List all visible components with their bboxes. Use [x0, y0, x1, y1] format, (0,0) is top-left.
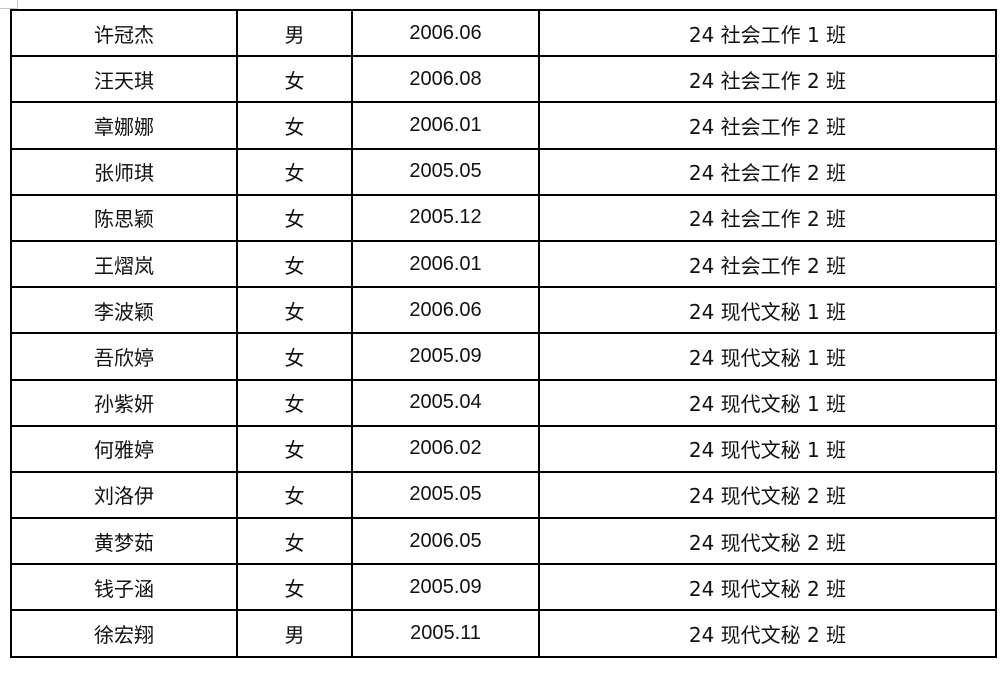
gender-cell: 女 [236, 193, 353, 242]
gender-cell: 女 [236, 470, 353, 520]
name-cell: 王熠岚 [10, 239, 238, 289]
class-cell: 24 社会工作 2 班 [538, 239, 997, 289]
class-cell: 24 现代文秘 1 班 [538, 378, 997, 427]
birth-date-cell: 2005.12 [351, 193, 540, 242]
name-cell: 汪天琪 [10, 55, 238, 104]
birth-date-cell: 2006.01 [351, 239, 540, 289]
table-row: 刘洛伊女 2005.05 24 现代文秘 2 班 [10, 470, 997, 520]
gender-cell: 女 [236, 147, 353, 196]
name-cell: 陈思颖 [10, 193, 238, 242]
birth-date-cell: 2005.05 [351, 147, 540, 196]
table-row: 孙紫妍女 2005.04 24 现代文秘 1 班 [10, 378, 997, 427]
birth-date-cell: 2005.09 [351, 563, 540, 612]
birth-date-cell: 2006.02 [351, 424, 540, 473]
class-cell: 24 现代文秘 2 班 [538, 470, 997, 520]
class-cell: 24 社会工作 2 班 [538, 147, 997, 196]
gender-cell: 女 [236, 286, 353, 335]
birth-date-cell: 2006.05 [351, 517, 540, 566]
page-margin-marker [0, 0, 18, 9]
gender-cell: 女 [236, 378, 353, 427]
table-row: 章娜娜女 2006.01 24 社会工作 2 班 [10, 101, 997, 150]
gender-cell: 女 [236, 424, 353, 473]
class-cell: 24 现代文秘 2 班 [538, 609, 997, 658]
birth-date-cell: 2005.04 [351, 378, 540, 427]
class-cell: 24 现代文秘 1 班 [538, 424, 997, 473]
name-cell: 吾欣婷 [10, 332, 238, 381]
class-cell: 24 现代文秘 1 班 [538, 332, 997, 381]
name-cell: 徐宏翔 [10, 609, 238, 658]
table-row: 李波颖女 2006.06 24 现代文秘 1 班 [10, 286, 997, 335]
birth-date-cell: 2006.06 [351, 8, 540, 58]
gender-cell: 女 [236, 55, 353, 104]
table-row: 徐宏翔男 2005.11 24 现代文秘 2 班 [10, 609, 997, 658]
class-cell: 24 现代文秘 2 班 [538, 563, 997, 612]
name-cell: 章娜娜 [10, 101, 238, 150]
table-row: 黄梦茹女 2006.05 24 现代文秘 2 班 [10, 517, 997, 566]
name-cell: 许冠杰 [10, 8, 238, 58]
table-row: 张师琪女 2005.05 24 社会工作 2 班 [10, 147, 997, 196]
class-cell: 24 社会工作 2 班 [538, 193, 997, 242]
name-cell: 孙紫妍 [10, 378, 238, 427]
student-table: 许冠杰男 2006.06 24 社会工作 1 班汪天琪女 2006.08 24 社会工作… [10, 8, 997, 658]
class-cell: 24 社会工作 2 班 [538, 55, 997, 104]
name-cell: 李波颖 [10, 286, 238, 335]
gender-cell: 男 [236, 8, 353, 58]
table-row: 汪天琪女 2006.08 24 社会工作 2 班 [10, 55, 997, 104]
class-cell: 24 社会工作 2 班 [538, 101, 997, 150]
birth-date-cell: 2006.06 [351, 286, 540, 335]
gender-cell: 女 [236, 239, 353, 289]
birth-date-cell: 2005.11 [351, 609, 540, 658]
table-row: 何雅婷女 2006.02 24 现代文秘 1 班 [10, 424, 997, 473]
name-cell: 黄梦茹 [10, 517, 238, 566]
gender-cell: 男 [236, 609, 353, 658]
table-row: 王熠岚女 2006.01 24 社会工作 2 班 [10, 239, 997, 289]
name-cell: 张师琪 [10, 147, 238, 196]
birth-date-cell: 2005.09 [351, 332, 540, 381]
name-cell: 钱子涵 [10, 563, 238, 612]
class-cell: 24 现代文秘 1 班 [538, 286, 997, 335]
class-cell: 24 社会工作 1 班 [538, 8, 997, 58]
gender-cell: 女 [236, 563, 353, 612]
birth-date-cell: 2006.08 [351, 55, 540, 104]
table-row: 许冠杰男 2006.06 24 社会工作 1 班 [10, 8, 997, 58]
birth-date-cell: 2005.05 [351, 470, 540, 520]
name-cell: 何雅婷 [10, 424, 238, 473]
gender-cell: 女 [236, 517, 353, 566]
birth-date-cell: 2006.01 [351, 101, 540, 150]
table-row: 陈思颖女 2005.12 24 社会工作 2 班 [10, 193, 997, 242]
class-cell: 24 现代文秘 2 班 [538, 517, 997, 566]
gender-cell: 女 [236, 101, 353, 150]
table-row: 吾欣婷女 2005.09 24 现代文秘 1 班 [10, 332, 997, 381]
name-cell: 刘洛伊 [10, 470, 238, 520]
table-row: 钱子涵女 2005.09 24 现代文秘 2 班 [10, 563, 997, 612]
gender-cell: 女 [236, 332, 353, 381]
